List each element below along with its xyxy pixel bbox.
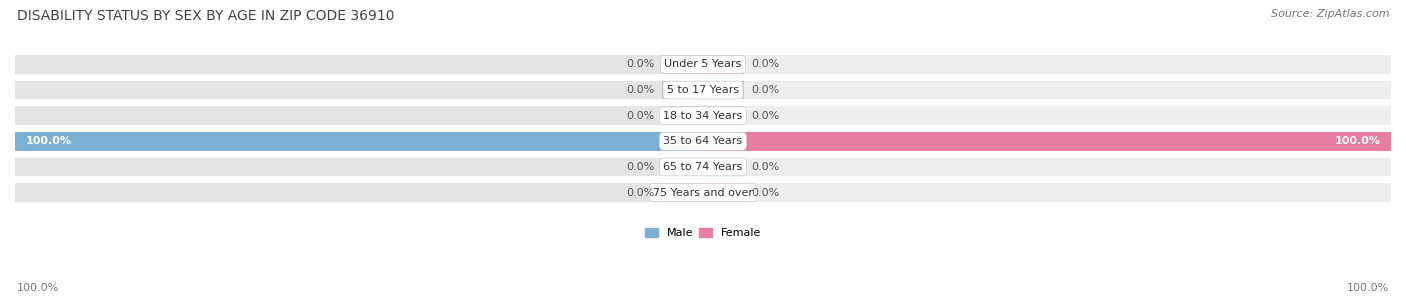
Text: 18 to 34 Years: 18 to 34 Years: [664, 111, 742, 121]
Text: 0.0%: 0.0%: [627, 59, 655, 70]
Bar: [662, 106, 703, 125]
Bar: [703, 158, 744, 176]
Bar: [703, 132, 1391, 151]
Text: 35 to 64 Years: 35 to 64 Years: [664, 136, 742, 146]
Bar: [703, 81, 1391, 99]
Text: 100.0%: 100.0%: [1334, 136, 1381, 146]
Text: 0.0%: 0.0%: [627, 111, 655, 121]
Text: 0.0%: 0.0%: [627, 85, 655, 95]
Text: Under 5 Years: Under 5 Years: [665, 59, 741, 70]
Bar: [15, 158, 703, 176]
Text: 0.0%: 0.0%: [627, 188, 655, 198]
Text: 75 Years and over: 75 Years and over: [652, 188, 754, 198]
Text: 5 to 17 Years: 5 to 17 Years: [666, 85, 740, 95]
Bar: [15, 106, 703, 125]
Bar: [703, 106, 744, 125]
Text: 100.0%: 100.0%: [25, 136, 72, 146]
Text: 0.0%: 0.0%: [751, 162, 779, 172]
Bar: [15, 183, 703, 202]
Bar: [703, 183, 1391, 202]
Bar: [15, 132, 703, 151]
Legend: Male, Female: Male, Female: [640, 224, 766, 243]
Text: Source: ZipAtlas.com: Source: ZipAtlas.com: [1271, 9, 1389, 19]
Bar: [662, 81, 703, 99]
Bar: [703, 55, 1391, 74]
Text: 100.0%: 100.0%: [1347, 283, 1389, 293]
Text: 0.0%: 0.0%: [751, 188, 779, 198]
Text: 0.0%: 0.0%: [751, 59, 779, 70]
Bar: [703, 81, 744, 99]
Text: 0.0%: 0.0%: [627, 162, 655, 172]
Bar: [703, 132, 1391, 151]
Bar: [15, 132, 703, 151]
Text: 0.0%: 0.0%: [751, 111, 779, 121]
Bar: [703, 106, 1391, 125]
Text: 0.0%: 0.0%: [751, 85, 779, 95]
Text: 65 to 74 Years: 65 to 74 Years: [664, 162, 742, 172]
Bar: [703, 55, 744, 74]
Bar: [662, 55, 703, 74]
Bar: [15, 81, 703, 99]
Bar: [703, 183, 744, 202]
Bar: [662, 158, 703, 176]
Text: 100.0%: 100.0%: [17, 283, 59, 293]
Bar: [662, 183, 703, 202]
Bar: [15, 55, 703, 74]
Bar: [703, 158, 1391, 176]
Text: DISABILITY STATUS BY SEX BY AGE IN ZIP CODE 36910: DISABILITY STATUS BY SEX BY AGE IN ZIP C…: [17, 9, 394, 23]
